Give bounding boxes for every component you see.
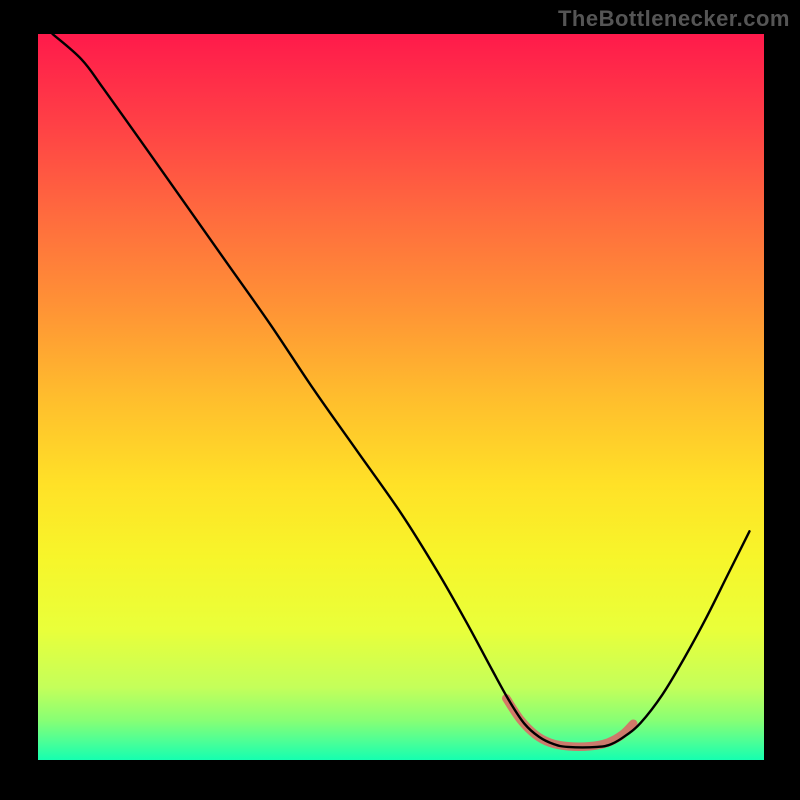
chart-root: TheBottlenecker.com: [0, 0, 800, 800]
plot-gradient-bg: [38, 34, 764, 760]
bottleneck-chart: [0, 0, 800, 800]
watermark-text: TheBottlenecker.com: [558, 6, 790, 32]
